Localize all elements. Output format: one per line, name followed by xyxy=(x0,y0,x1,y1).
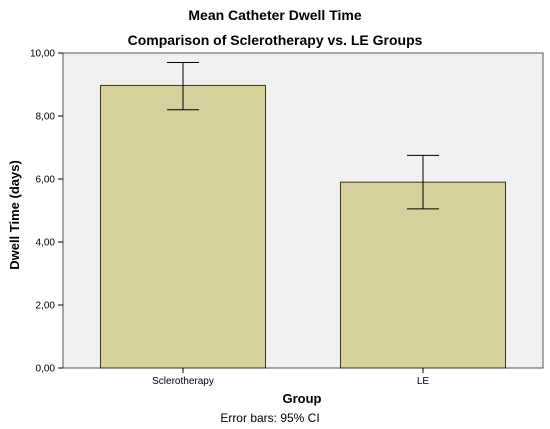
x-tick-label: Sclerotherapy xyxy=(152,376,214,387)
chart-subtitle: Comparison of Sclerotherapy vs. LE Group… xyxy=(128,32,423,48)
x-axis: Sclerotherapy LE xyxy=(152,368,429,387)
y-tick-label: 8,00 xyxy=(36,112,56,123)
error-bars-note: Error bars: 95% CI xyxy=(220,411,319,425)
error-bar-sclerotherapy xyxy=(167,61,199,111)
y-axis: 0,00 2,00 4,00 6,00 8,00 10,00 xyxy=(30,49,63,375)
x-tick-label: LE xyxy=(417,376,430,387)
bar-le xyxy=(340,181,506,369)
y-tick-label: 2,00 xyxy=(36,301,56,312)
bar-sclerotherapy xyxy=(100,84,266,369)
error-bars-group xyxy=(167,61,439,210)
x-axis-title: Group xyxy=(283,391,322,406)
y-tick-label: 4,00 xyxy=(36,238,56,249)
y-axis-title: Dwell Time (days) xyxy=(7,160,22,270)
y-tick-label: 6,00 xyxy=(36,175,56,186)
y-tick-label: 0,00 xyxy=(36,364,56,375)
error-bar-le xyxy=(407,154,439,210)
chart-title: Mean Catheter Dwell Time xyxy=(188,7,361,23)
y-tick-label: 10,00 xyxy=(30,49,55,60)
